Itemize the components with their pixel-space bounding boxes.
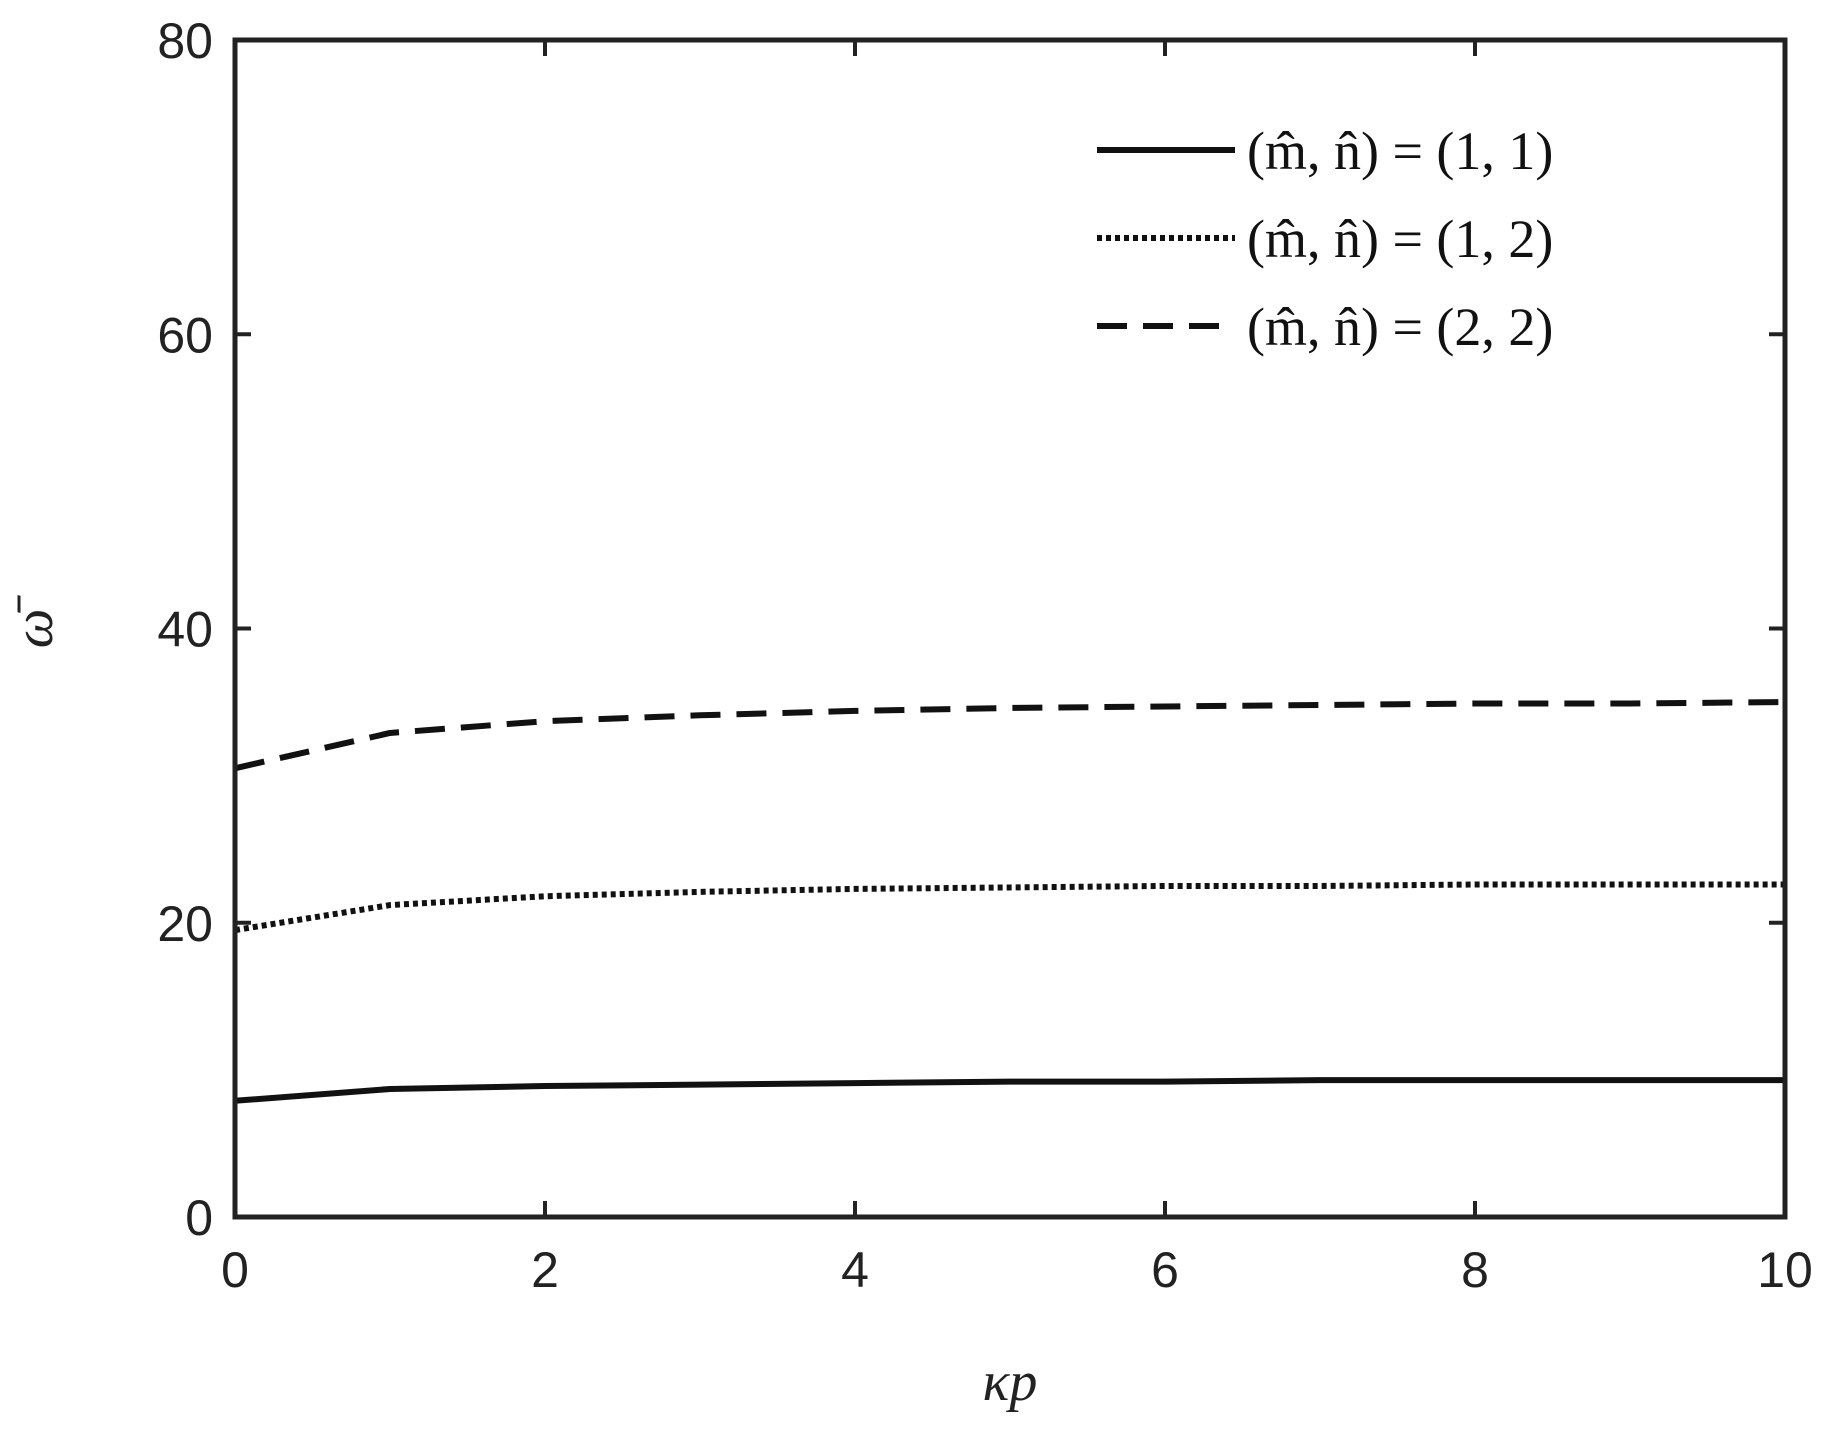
series-line-3 (234, 699, 1786, 772)
legend-label-1: (m̂, n̂) = (1, 1) (1247, 121, 1553, 181)
series-line-2 (234, 881, 1785, 934)
y-tick-label: 60 (157, 307, 213, 363)
y-tick-label: 20 (157, 896, 213, 952)
plot-frame (232, 37, 1788, 1220)
legend-label-2: (m̂, n̂) = (1, 2) (1247, 209, 1553, 269)
series-line-1 (234, 1077, 1785, 1104)
series-layer (234, 699, 1786, 1104)
legend: (m̂, n̂) = (1, 1) (m̂, n̂) = (1, 2) (m̂, n… (1097, 121, 1553, 357)
y-tick-label: 0 (185, 1190, 213, 1246)
x-tick-label: 4 (841, 1242, 869, 1298)
y-tick-label: 40 (157, 602, 213, 658)
tick-layer: 0 2 4 6 8 10 0 20 40 60 80 (157, 13, 1812, 1298)
x-axis-label: κp (983, 1351, 1038, 1413)
x-tick-label: 0 (221, 1242, 249, 1298)
x-tick-label: 8 (1461, 1242, 1489, 1298)
x-tick-label: 6 (1151, 1242, 1179, 1298)
x-tick-label: 2 (531, 1242, 559, 1298)
legend-label-3: (m̂, n̂) = (2, 2) (1247, 297, 1553, 357)
x-tick-label: 10 (1757, 1242, 1813, 1298)
y-tick-label: 80 (157, 13, 213, 69)
